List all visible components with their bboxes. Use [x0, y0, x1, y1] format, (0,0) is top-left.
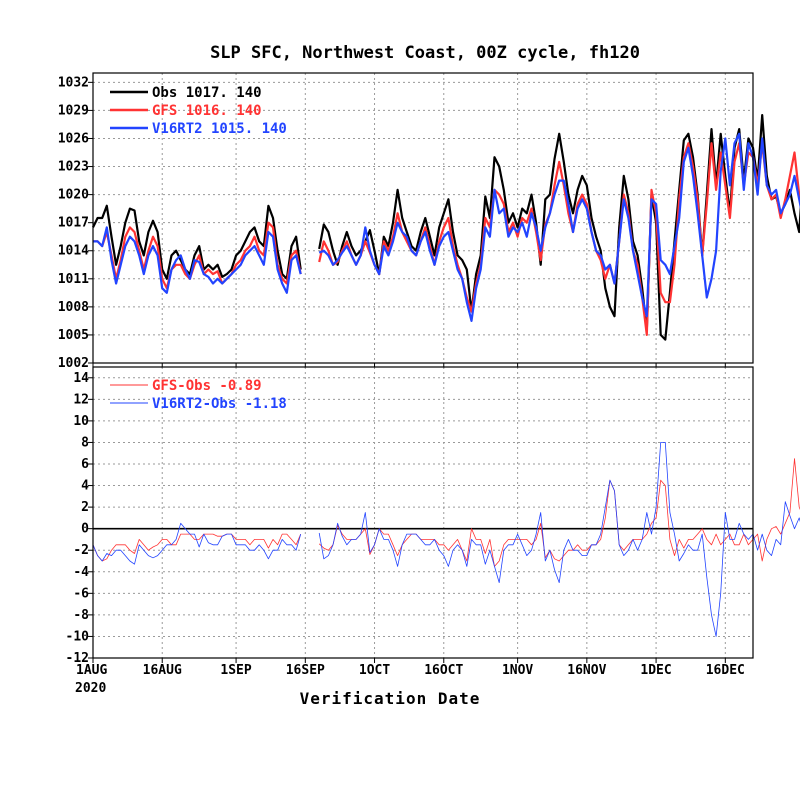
x-tick-label: 1AUG [76, 663, 107, 678]
bottom-legend-label: GFS-Obs -0.89 [152, 378, 262, 394]
bottom-ytick-label: -8 [73, 608, 89, 623]
top-ytick-label: 1032 [58, 75, 89, 90]
x-tick-label: 1DEC [640, 663, 671, 678]
x-tick-label: 16AUG [143, 663, 182, 678]
top-legend-label: GFS 1016. 140 [152, 103, 262, 119]
top-ytick-label: 1029 [58, 103, 89, 118]
bottom-ytick-label: 10 [73, 414, 89, 429]
top-ytick-label: 1023 [58, 160, 89, 175]
chart-title: SLP SFC, Northwest Coast, 00Z cycle, fh1… [210, 43, 640, 63]
x-tick-label: 1NOV [502, 663, 533, 678]
bottom-ytick-label: 8 [81, 435, 89, 450]
top-ytick-label: 1005 [58, 328, 89, 343]
x-tick-label: 16SEP [286, 663, 325, 678]
bottom-ytick-label: 6 [81, 457, 89, 472]
bottom-ytick-label: 4 [81, 479, 89, 494]
bottom-ytick-label: 2 [81, 500, 89, 515]
top-ytick-label: 1011 [58, 272, 89, 287]
bottom-ytick-label: -12 [66, 651, 89, 666]
bottom-ytick-label: 0 [81, 522, 89, 537]
top-ytick-label: 1026 [58, 131, 89, 146]
top-panel-slp: 1002 1005 1008 1011 1014 1017 1020 1023 1026 1029… [58, 72, 800, 371]
top-ytick-label: 1017 [58, 216, 89, 231]
x-tick-label: 16NOV [567, 663, 606, 678]
top-ytick-label: 1002 [58, 356, 89, 371]
top-ytick-label: 1014 [58, 244, 89, 259]
bottom-ytick-label: 14 [73, 371, 89, 386]
bottom-frame [92, 366, 754, 659]
top-frame [92, 72, 754, 364]
bottom-ytick-label: -2 [73, 543, 89, 558]
top-legend-label: V16RT2 1015. 140 [152, 121, 287, 137]
top-ytick-label: 1008 [58, 300, 89, 315]
x-year-label: 2020 [75, 681, 106, 696]
x-tick-label: 16DEC [706, 663, 745, 678]
bottom-series-line-gfs-obs [92, 458, 800, 567]
bottom-legend-label: V16RT2-Obs -1.18 [152, 396, 287, 412]
x-tick-label: 1SEP [220, 663, 251, 678]
x-tick-label: 1OCT [359, 663, 390, 678]
top-series-line-obs [92, 114, 800, 341]
x-axis-label: Verification Date [300, 689, 481, 708]
bottom-ytick-label: -10 [66, 629, 90, 644]
bottom-ytick-label: -4 [73, 565, 89, 580]
top-series-line-v16rt2 [93, 132, 800, 322]
top-ytick-label: 1020 [58, 188, 89, 203]
bottom-panel-bias: -12 -10 -8 -6 -4 -2 0 2 4 6 8 10 12 14 1AUG 16AUG 1SEP 16… [66, 366, 800, 678]
bottom-ytick-label: 12 [73, 392, 89, 407]
bottom-series-line-v16rt2-obs [92, 442, 800, 637]
x-tick-label: 16OCT [424, 663, 463, 678]
top-series-line-gfs [93, 142, 800, 336]
top-legend-label: Obs 1017. 140 [152, 85, 262, 101]
bottom-ytick-label: -6 [73, 586, 89, 601]
